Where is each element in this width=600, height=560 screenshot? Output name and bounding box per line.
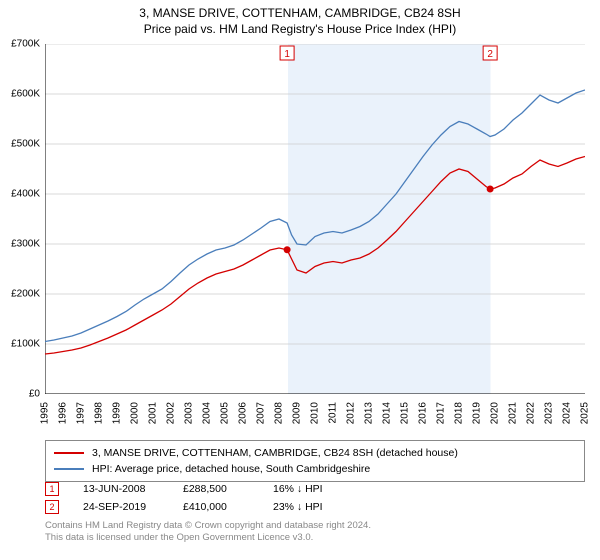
x-label: 2023 <box>544 402 555 424</box>
marker-date: 13-JUN-2008 <box>83 483 183 495</box>
y-label: £700K <box>11 39 40 50</box>
x-label: 2009 <box>292 402 303 424</box>
x-label: 2003 <box>184 402 195 424</box>
legend-label: 3, MANSE DRIVE, COTTENHAM, CAMBRIDGE, CB… <box>92 447 458 459</box>
footer-line-1: Contains HM Land Registry data © Crown c… <box>45 520 371 532</box>
x-label: 2000 <box>130 402 141 424</box>
marker-point-1 <box>284 246 291 253</box>
marker-table-num: 1 <box>45 482 59 496</box>
x-label: 2014 <box>382 402 393 424</box>
marker-table-row: 1 13-JUN-2008£288,50016% ↓ HPI <box>45 480 585 498</box>
marker-price: £410,000 <box>183 501 273 513</box>
x-label: 2007 <box>256 402 267 424</box>
highlight-band <box>288 44 491 394</box>
x-label: 2020 <box>490 402 501 424</box>
marker-date: 24-SEP-2019 <box>83 501 183 513</box>
x-label: 1995 <box>40 402 51 424</box>
chart-svg: 12 <box>45 44 585 394</box>
footer-attribution: Contains HM Land Registry data © Crown c… <box>45 520 371 545</box>
x-label: 2005 <box>220 402 231 424</box>
x-label: 1999 <box>112 402 123 424</box>
x-label: 2021 <box>508 402 519 424</box>
x-label: 1997 <box>76 402 87 424</box>
footer-line-2: This data is licensed under the Open Gov… <box>45 532 371 544</box>
x-label: 2016 <box>418 402 429 424</box>
chart-plot-area: 12 <box>45 44 585 394</box>
x-label: 2013 <box>364 402 375 424</box>
title-block: 3, MANSE DRIVE, COTTENHAM, CAMBRIDGE, CB… <box>0 0 600 36</box>
marker-point-2 <box>487 186 494 193</box>
y-label: £100K <box>11 339 40 350</box>
legend-item: HPI: Average price, detached house, Sout… <box>54 461 576 477</box>
y-axis-labels: £0£100K£200K£300K£400K£500K£600K£700K <box>0 44 42 394</box>
marker-table-row: 2 24-SEP-2019£410,00023% ↓ HPI <box>45 498 585 516</box>
x-label: 2019 <box>472 402 483 424</box>
x-label: 2015 <box>400 402 411 424</box>
y-label: £500K <box>11 139 40 150</box>
x-label: 2008 <box>274 402 285 424</box>
x-label: 2011 <box>328 402 339 424</box>
x-label: 1996 <box>58 402 69 424</box>
x-label: 2018 <box>454 402 465 424</box>
legend-label: HPI: Average price, detached house, Sout… <box>92 463 370 475</box>
y-label: £600K <box>11 89 40 100</box>
title-line-2: Price paid vs. HM Land Registry's House … <box>0 22 600 36</box>
y-label: £300K <box>11 239 40 250</box>
chart-container: 3, MANSE DRIVE, COTTENHAM, CAMBRIDGE, CB… <box>0 0 600 560</box>
x-label: 2012 <box>346 402 357 424</box>
y-label: £200K <box>11 289 40 300</box>
marker-label-num-2: 2 <box>487 49 493 60</box>
legend-item: 3, MANSE DRIVE, COTTENHAM, CAMBRIDGE, CB… <box>54 445 576 461</box>
marker-pct: 16% ↓ HPI <box>273 483 363 495</box>
x-label: 2001 <box>148 402 159 424</box>
x-label: 2022 <box>526 402 537 424</box>
legend: 3, MANSE DRIVE, COTTENHAM, CAMBRIDGE, CB… <box>45 440 585 482</box>
y-label: £400K <box>11 189 40 200</box>
x-axis-labels: 1995199619971998199920002001200220032004… <box>45 396 585 436</box>
x-label: 2004 <box>202 402 213 424</box>
marker-table-num: 2 <box>45 500 59 514</box>
x-label: 2025 <box>580 402 591 424</box>
marker-pct: 23% ↓ HPI <box>273 501 363 513</box>
legend-swatch <box>54 452 84 454</box>
x-label: 2006 <box>238 402 249 424</box>
legend-swatch <box>54 468 84 470</box>
y-label: £0 <box>29 389 40 400</box>
marker-label-num-1: 1 <box>284 49 290 60</box>
title-line-1: 3, MANSE DRIVE, COTTENHAM, CAMBRIDGE, CB… <box>0 6 600 20</box>
x-label: 1998 <box>94 402 105 424</box>
x-label: 2002 <box>166 402 177 424</box>
marker-table: 1 13-JUN-2008£288,50016% ↓ HPI 2 24-SEP-201… <box>45 480 585 516</box>
x-label: 2017 <box>436 402 447 424</box>
marker-price: £288,500 <box>183 483 273 495</box>
x-label: 2010 <box>310 402 321 424</box>
x-label: 2024 <box>562 402 573 424</box>
